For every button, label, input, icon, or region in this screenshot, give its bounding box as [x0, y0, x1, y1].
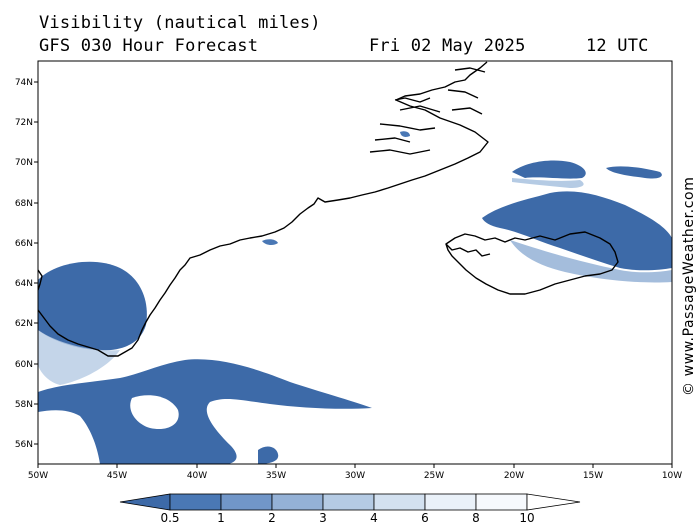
- colorbar: [119, 493, 581, 511]
- low-visibility-spot-greenland: [262, 239, 278, 246]
- colorbar-swatch: [424, 493, 477, 511]
- y-tick-label: 60N: [15, 360, 33, 370]
- iceland-coastline: [445, 231, 619, 295]
- colorbar-swatch: [169, 493, 222, 511]
- credit-text: © www.PassageWeather.com: [681, 177, 697, 396]
- forecast-label: GFS 030 Hour Forecast: [39, 36, 259, 56]
- colorbar-label: 6: [421, 511, 429, 525]
- y-tick-label: 66N: [15, 239, 33, 249]
- moderate-visibility-area-labrador: [38, 330, 120, 385]
- colorbar-swatch: [373, 493, 426, 511]
- x-tick-label: 25W: [424, 471, 444, 481]
- colorbar-swatch: [475, 493, 528, 511]
- x-tick-label: 40W: [187, 471, 207, 481]
- labrador-coastline: [38, 269, 43, 291]
- colorbar-label: 1: [217, 511, 225, 525]
- iceland-westfjords: [445, 243, 491, 257]
- colorbar-arrow-low: [119, 493, 171, 511]
- colorbar-label: 3: [319, 511, 327, 525]
- x-tick-label: 50W: [28, 471, 48, 481]
- x-tick-label: 15W: [583, 471, 603, 481]
- y-tick-label: 64N: [15, 279, 33, 289]
- greenland-coastline: [38, 61, 489, 357]
- y-tick-label: 72N: [15, 118, 33, 128]
- colorbar-swatch: [322, 493, 375, 511]
- moderate-visibility-area-iceland: [510, 240, 672, 283]
- colorbar-swatch: [271, 493, 324, 511]
- low-visibility-area-labrador: [38, 261, 147, 351]
- low-visibility-spot-north: [400, 131, 410, 137]
- y-tick-label: 56N: [15, 440, 33, 450]
- y-tick-label: 62N: [15, 319, 33, 329]
- colorbar-label: 4: [370, 511, 378, 525]
- low-visibility-area-north-2: [606, 166, 662, 179]
- low-visibility-patch-small: [258, 446, 279, 464]
- x-tick-label: 30W: [345, 471, 365, 481]
- y-tick-label: 68N: [15, 199, 33, 209]
- forecast-time: 12 UTC: [586, 36, 649, 56]
- y-tick-label: 58N: [15, 400, 33, 410]
- forecast-date: Fri 02 May 2025: [369, 36, 526, 56]
- colorbar-label: 0.5: [160, 511, 179, 525]
- colorbar-label: 8: [472, 511, 480, 525]
- y-tick-label: 70N: [15, 158, 33, 168]
- low-visibility-area-south: [38, 359, 372, 464]
- x-tick-label: 20W: [504, 471, 524, 481]
- y-axis: 56N 58N 60N 62N 64N 66N 68N 70N 72N 74N: [15, 78, 38, 450]
- colorbar-label: 2: [268, 511, 276, 525]
- light-patch-south: [130, 395, 179, 430]
- low-visibility-area-north-1: [512, 160, 586, 179]
- x-tick-label: 45W: [107, 471, 127, 481]
- coastlines: [38, 61, 619, 357]
- visibility-shading: [38, 131, 672, 464]
- greenland-inlets-north: [369, 97, 441, 155]
- x-axis: 50W 45W 40W 35W 30W 25W 20W 15W 10W: [28, 464, 682, 481]
- colorbar-arrow-high: [526, 493, 581, 511]
- x-tick-label: 35W: [266, 471, 286, 481]
- colorbar-labels: 0.5 1 2 3 4 6 8 10: [160, 511, 534, 525]
- map-title: Visibility (nautical miles): [39, 13, 321, 33]
- x-tick-label: 10W: [662, 471, 682, 481]
- greenland-inlets-northeast: [447, 67, 486, 115]
- moderate-visibility-area-north-1: [512, 178, 584, 188]
- low-visibility-area-iceland: [482, 191, 672, 271]
- y-tick-label: 74N: [15, 78, 33, 88]
- colorbar-label: 10: [519, 511, 534, 525]
- colorbar-swatch: [220, 493, 273, 511]
